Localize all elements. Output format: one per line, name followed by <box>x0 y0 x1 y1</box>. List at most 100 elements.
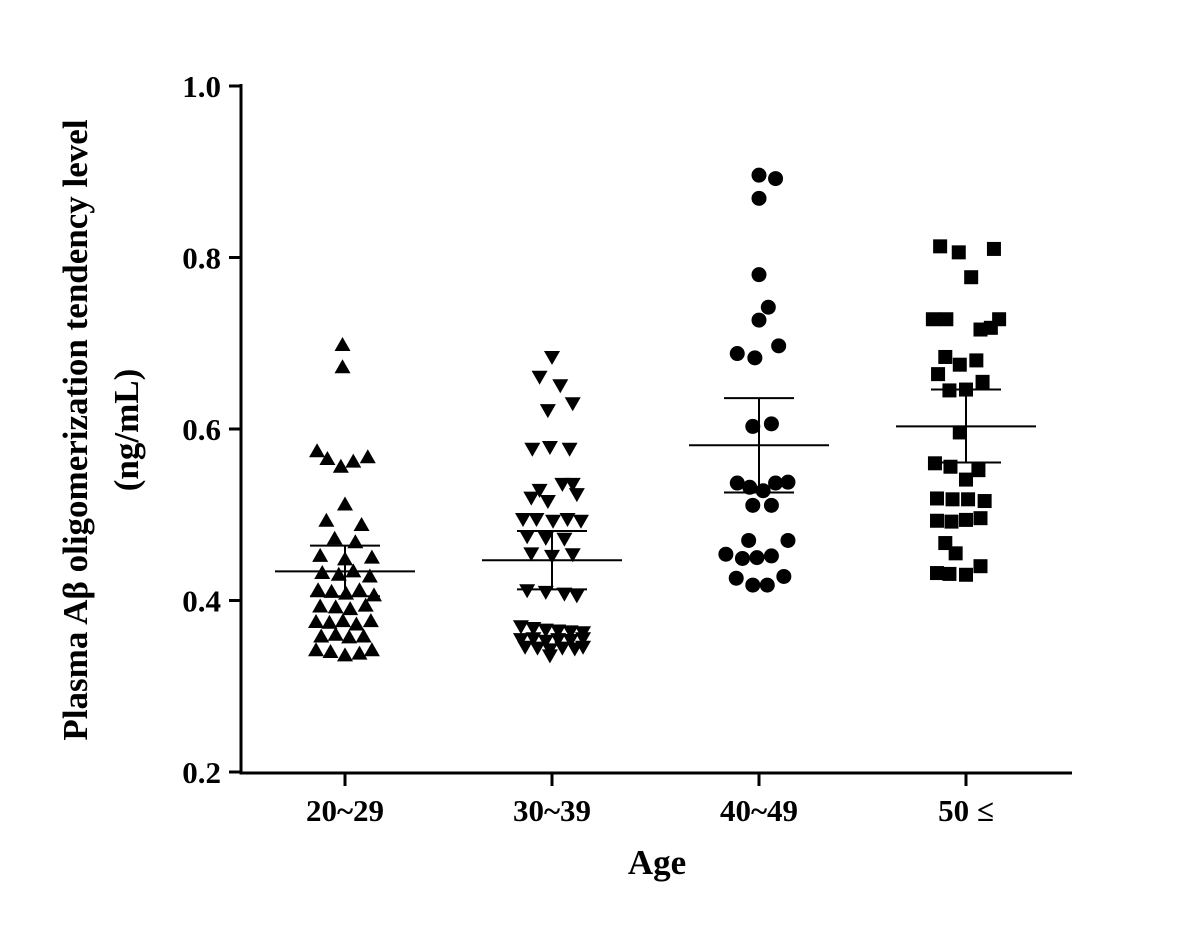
x-ticks: 20~29 30~39 40~49 50 ≤ <box>306 773 994 828</box>
data-point <box>544 549 560 564</box>
data-point <box>942 383 957 398</box>
data-point <box>310 582 327 597</box>
data-point <box>975 374 990 389</box>
data-point <box>959 567 973 582</box>
data-point <box>751 190 767 206</box>
data-point <box>517 640 534 655</box>
data-point <box>964 270 979 285</box>
y-axis-title-line1: Plasma Aβ oligomerization tendency level <box>56 119 95 740</box>
data-point <box>971 463 986 478</box>
data-point <box>342 601 359 616</box>
data-point <box>945 492 960 507</box>
data-point <box>312 547 329 562</box>
data-point <box>763 548 779 564</box>
data-point <box>345 453 362 468</box>
data-point <box>334 336 351 351</box>
data-point <box>741 532 757 548</box>
data-point <box>747 350 763 366</box>
data-point <box>572 514 589 529</box>
data-point <box>959 512 973 527</box>
data-point <box>930 491 945 506</box>
data-point <box>323 583 340 598</box>
data-point <box>564 397 581 412</box>
data-point <box>519 530 536 545</box>
y-tick-label: 0.4 <box>182 584 221 619</box>
x-tick-label: 50 ≤ <box>938 793 994 828</box>
data-point <box>930 513 945 528</box>
data-point <box>930 566 945 581</box>
data-point <box>943 459 958 474</box>
data-point <box>552 379 569 394</box>
data-point <box>554 477 571 492</box>
data-point <box>337 647 353 662</box>
data-point <box>561 442 578 457</box>
data-point <box>345 563 362 578</box>
data-point <box>931 367 946 382</box>
data-point <box>927 456 942 471</box>
data-point <box>321 614 338 629</box>
data-point <box>550 624 567 639</box>
data-point <box>341 629 358 644</box>
data-point <box>751 167 767 183</box>
data-point <box>780 532 796 548</box>
data-point <box>512 620 529 635</box>
y-tick-label: 1.0 <box>182 69 221 104</box>
data-point <box>334 359 351 374</box>
data-point <box>308 642 325 657</box>
data-point <box>760 299 776 315</box>
data-point <box>952 357 967 372</box>
data-point <box>562 625 579 640</box>
data-point <box>939 312 954 327</box>
data-point <box>531 483 548 498</box>
error-bars <box>275 388 1036 598</box>
data-point <box>776 568 792 584</box>
data-point <box>355 628 372 643</box>
data-point <box>564 477 581 492</box>
data-point <box>718 546 734 562</box>
data-point <box>537 623 554 638</box>
data-point <box>763 416 779 432</box>
data-point <box>338 585 355 600</box>
data-point <box>944 514 959 529</box>
data-point <box>531 370 548 385</box>
axes <box>239 84 1072 775</box>
data-point <box>545 514 562 529</box>
data-point <box>951 245 966 260</box>
data-point <box>308 613 325 628</box>
data-point <box>525 632 542 647</box>
data-point <box>973 511 988 526</box>
data-point <box>313 628 330 643</box>
data-point <box>959 472 973 487</box>
data-point <box>314 565 331 580</box>
data-point <box>337 496 353 511</box>
x-tick-label: 30~39 <box>513 793 591 828</box>
data-point <box>537 585 554 600</box>
data-point <box>348 616 365 631</box>
data-point <box>952 425 967 440</box>
data-point <box>942 566 957 581</box>
data-point <box>729 346 745 362</box>
data-point <box>312 598 329 613</box>
data-point <box>541 441 558 456</box>
data-point <box>365 587 382 602</box>
y-tick-label: 0.2 <box>182 755 221 790</box>
data-point <box>768 171 784 187</box>
data-point <box>347 534 364 549</box>
x-tick-label: 20~29 <box>306 793 384 828</box>
data-point <box>529 641 546 656</box>
data-point <box>556 587 573 602</box>
data-point <box>986 241 1001 256</box>
data-point <box>319 451 336 466</box>
data-point <box>745 497 761 513</box>
data-point <box>327 599 344 614</box>
data-point <box>751 312 767 328</box>
data-point <box>948 546 963 561</box>
data-point <box>318 512 335 527</box>
y-ticks: 0.2 0.4 0.6 0.8 1.0 <box>182 69 241 790</box>
data-point <box>361 568 378 583</box>
data-point <box>334 613 351 628</box>
data-point <box>568 488 585 503</box>
data-point <box>969 353 984 368</box>
x-axis-title: Age <box>628 843 686 882</box>
